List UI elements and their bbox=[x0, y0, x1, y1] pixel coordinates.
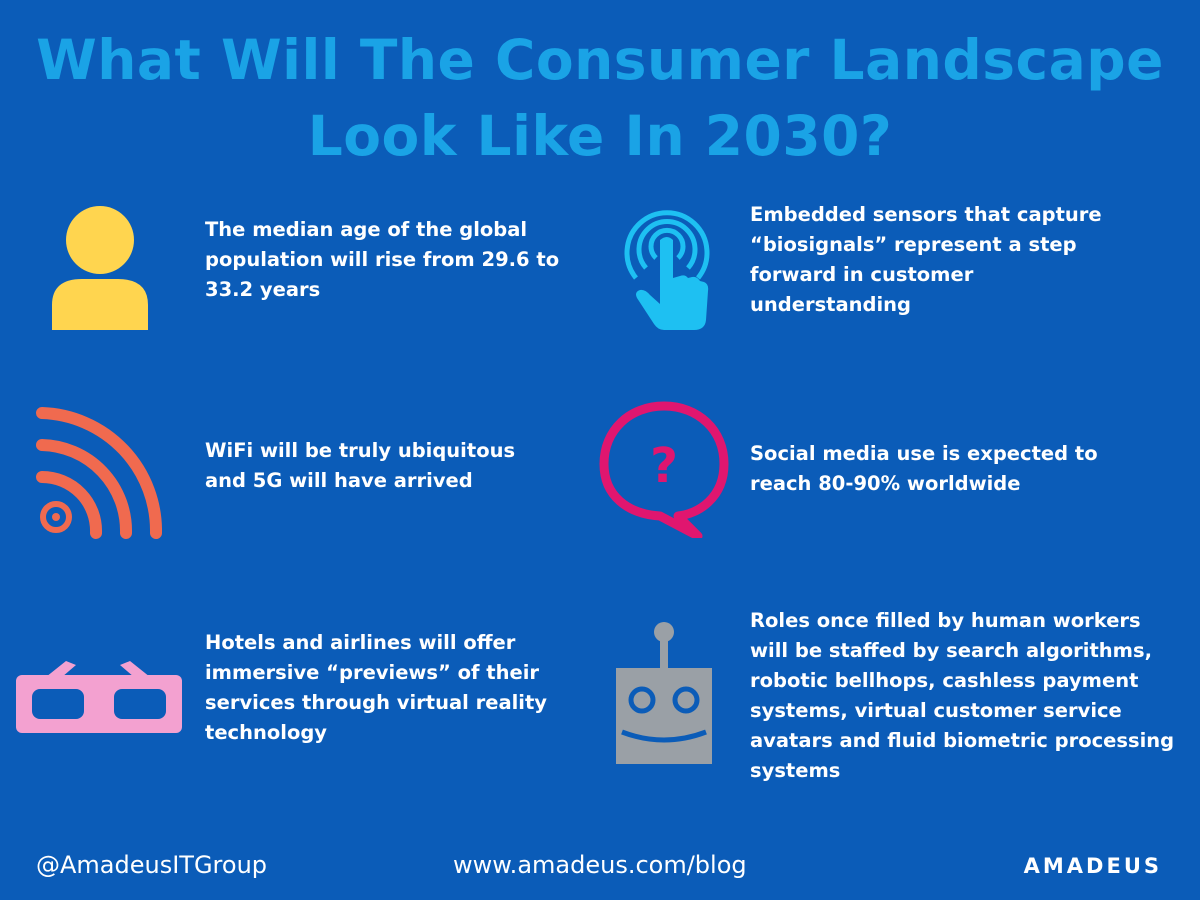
page-title: What Will The Consumer Landscape Look Li… bbox=[0, 22, 1200, 174]
title-line-1: What Will The Consumer Landscape bbox=[36, 28, 1164, 92]
wifi-icon bbox=[36, 407, 162, 539]
item-text-roles: Roles once filled by human workers will … bbox=[750, 609, 1175, 782]
touch-signal-icon bbox=[620, 198, 712, 330]
title-line-2: Look Like In 2030? bbox=[307, 104, 893, 168]
twitter-handle[interactable]: @AmadeusITGroup bbox=[36, 851, 268, 879]
person-icon bbox=[52, 205, 148, 330]
item-text-vr-previews: Hotels and airlines will offer immersive… bbox=[205, 631, 548, 744]
question-bubble-icon: ? bbox=[598, 398, 730, 538]
item-text-median-age: The median age of the global population … bbox=[205, 218, 560, 301]
amadeus-logo: amadeus bbox=[1023, 846, 1162, 881]
robot-icon bbox=[612, 620, 716, 765]
item-text-wifi: WiFi will be truly ubiquitous and 5G wil… bbox=[205, 439, 516, 492]
item-text-biosignals: Embedded sensors that capture “biosignal… bbox=[750, 203, 1102, 316]
item-text-social-media: Social media use is expected to reach 80… bbox=[750, 442, 1098, 495]
blog-link[interactable]: www.amadeus.com/blog bbox=[453, 851, 747, 879]
svg-text:?: ? bbox=[650, 438, 678, 494]
3d-glasses-icon bbox=[14, 655, 184, 735]
